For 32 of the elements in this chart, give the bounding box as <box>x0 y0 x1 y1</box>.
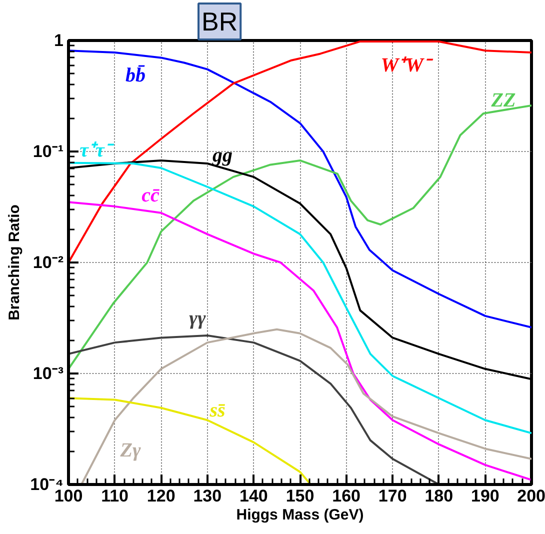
series-label: τ⁺τ⁻ <box>80 140 114 162</box>
series-label: gg <box>212 144 232 166</box>
series-label: W⁺W⁻ <box>380 54 434 76</box>
y-tick-label: 1 <box>54 31 64 50</box>
line-series <box>80 328 532 484</box>
x-tick-label: 140 <box>240 486 268 506</box>
series-label: ZZ <box>490 90 516 112</box>
line-series <box>68 397 312 484</box>
x-tick-label: 130 <box>193 486 222 506</box>
text: BR <box>202 6 238 36</box>
y-tick-label: 10⁻² <box>32 253 64 272</box>
x-tick-label: 190 <box>471 486 500 506</box>
series-label: bb̄ <box>126 64 146 86</box>
y-tick-label: 10⁻³ <box>32 364 64 383</box>
y-tick-label: 10⁻¹ <box>32 142 64 161</box>
x-tick-label: 200 <box>517 486 545 506</box>
x-tick-label: 120 <box>146 486 176 506</box>
line-series <box>68 334 440 484</box>
x-axis-title: Higgs Mass (GeV) <box>236 506 364 524</box>
line-series <box>68 201 532 481</box>
line-series <box>68 40 532 264</box>
series-label: γγ <box>189 308 206 330</box>
y-axis-title: Branching Ratio <box>6 204 24 320</box>
x-tick-label: 160 <box>332 486 360 506</box>
x-tick-label: 170 <box>378 486 407 506</box>
series-label: Zγ <box>119 440 142 462</box>
x-tick-label: 150 <box>286 486 314 506</box>
x-tick-label: 110 <box>101 486 129 506</box>
series-label: cc̄ <box>142 184 160 206</box>
x-tick-label: 180 <box>424 486 454 506</box>
line-series <box>68 50 532 328</box>
series-label: ss̄ <box>208 400 226 422</box>
